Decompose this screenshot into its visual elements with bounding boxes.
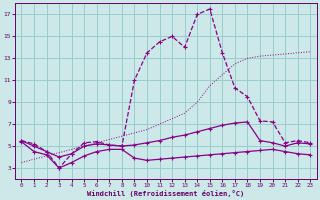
X-axis label: Windchill (Refroidissement éolien,°C): Windchill (Refroidissement éolien,°C) — [87, 190, 244, 197]
